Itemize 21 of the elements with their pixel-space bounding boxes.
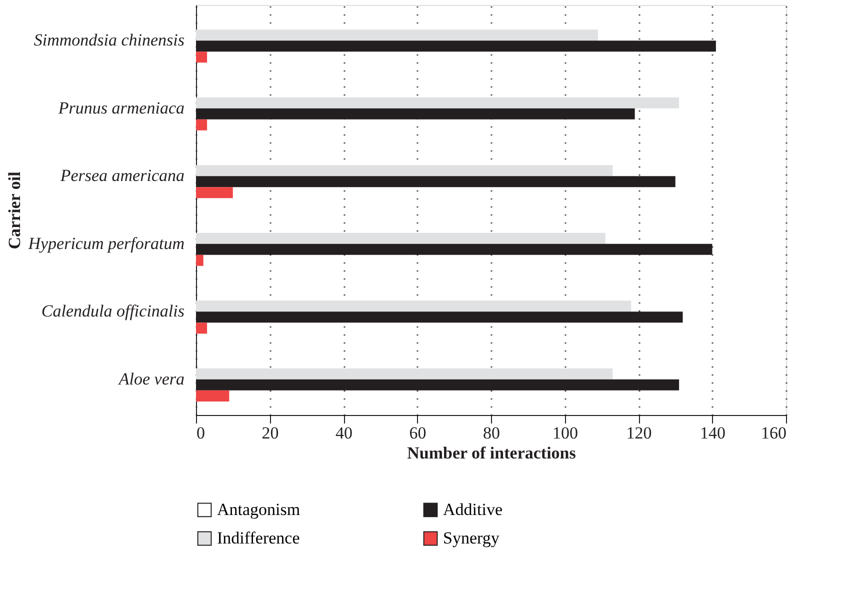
x-tick-label: 40: [336, 424, 352, 442]
legend-label: Indifference: [217, 528, 300, 548]
y-tick-label: Persea americana: [59, 166, 184, 186]
legend-label: Synergy: [443, 528, 500, 548]
x-tick-label: 140: [700, 424, 726, 442]
x-axis-title: Number of interactions: [407, 444, 576, 462]
x-tick-label: 60: [409, 424, 426, 442]
y-axis-title: Carrier oil: [5, 171, 24, 250]
x-tick-label: 100: [552, 424, 578, 442]
y-tick-label: Simmondsia chinensis: [34, 30, 185, 50]
legend-label: Antagonism: [217, 500, 300, 519]
y-tick-label: Hypericum perforatum: [27, 234, 184, 253]
x-tick-label: 160: [761, 424, 786, 442]
legend-label: Additive: [443, 500, 502, 519]
x-tick-label: 20: [262, 424, 279, 442]
x-tick-label: 120: [626, 424, 652, 442]
x-tick-label: 0: [196, 424, 205, 442]
y-tick-label: Calendula officinalis: [41, 302, 185, 321]
y-tick-label: Prunus armeniaca: [57, 98, 184, 118]
y-tick-label: Aloe vera: [118, 369, 184, 388]
x-tick-label: 80: [483, 424, 500, 442]
